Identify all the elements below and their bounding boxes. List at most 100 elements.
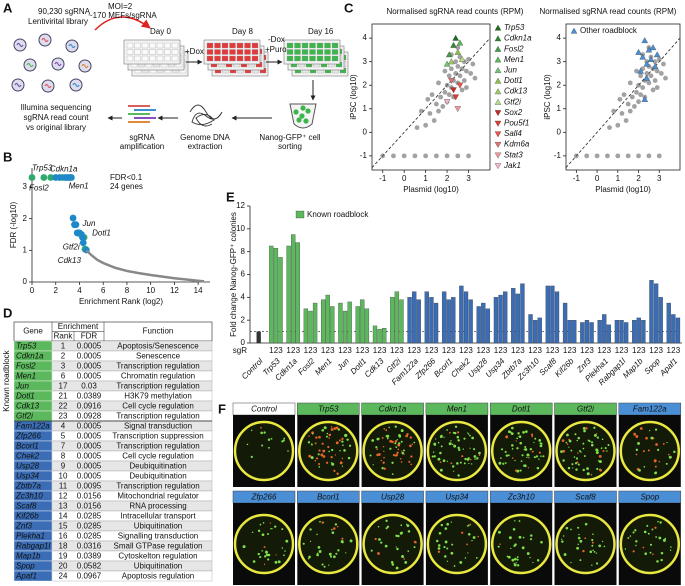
gene-label: Trp53 xyxy=(32,164,53,173)
sgrna-point xyxy=(607,125,612,131)
colony xyxy=(347,456,351,460)
colony xyxy=(453,431,457,435)
colony xyxy=(382,461,385,464)
colony xyxy=(405,434,409,438)
sgrna-point xyxy=(636,153,641,159)
colony xyxy=(505,454,509,457)
colony xyxy=(653,459,657,463)
colony xyxy=(339,449,341,452)
well xyxy=(171,55,179,62)
colony xyxy=(392,453,396,457)
colony xyxy=(635,448,639,451)
colony xyxy=(250,455,253,459)
gene-sgrna-point xyxy=(450,87,457,94)
rank: 15 xyxy=(59,522,68,531)
colony xyxy=(512,528,516,531)
y-tick-label: 0 xyxy=(363,127,368,136)
legend-label: Fosl2 xyxy=(504,44,524,53)
colony xyxy=(478,454,481,456)
well xyxy=(229,49,236,55)
plate-label: Usp28 xyxy=(381,493,405,502)
colony xyxy=(660,551,664,555)
bar xyxy=(580,322,585,344)
gene-point xyxy=(69,214,77,222)
colony xyxy=(565,526,569,530)
colony xyxy=(670,546,672,548)
fdr: 0.0005 xyxy=(77,362,102,371)
colony xyxy=(464,557,467,559)
colony xyxy=(507,430,511,434)
colony xyxy=(337,428,341,431)
colony xyxy=(511,457,514,459)
colony xyxy=(281,528,284,531)
category-label: Men1 xyxy=(313,357,334,378)
y-tick-label: 12 xyxy=(236,201,245,210)
function: Transcription suppression xyxy=(112,432,203,441)
colony xyxy=(582,427,586,430)
colony xyxy=(577,543,579,546)
gene-sgrna-point xyxy=(651,63,659,69)
plate-dish xyxy=(426,420,488,482)
colony xyxy=(570,449,573,452)
colony xyxy=(344,433,347,437)
category-label: Map1b xyxy=(621,356,645,380)
guide-number: 1 xyxy=(667,346,672,355)
gene-sgrna-point xyxy=(448,58,455,65)
colony xyxy=(281,547,284,549)
guide-number: 1 xyxy=(649,346,654,355)
gene-name: Fosl2 xyxy=(16,362,36,371)
colony xyxy=(467,432,469,434)
colony xyxy=(467,433,470,435)
well xyxy=(214,42,221,49)
colony xyxy=(274,525,277,528)
colony xyxy=(261,550,263,552)
colony xyxy=(533,441,535,444)
side-label: Known roadblock xyxy=(2,349,11,411)
colony xyxy=(318,550,322,553)
colony xyxy=(433,442,437,446)
colony xyxy=(515,562,517,564)
colony xyxy=(328,450,330,453)
rank: 24 xyxy=(59,572,68,581)
guide-number: 1 xyxy=(563,346,568,355)
colony xyxy=(437,441,440,444)
colony xyxy=(514,520,516,522)
sgrna-point xyxy=(615,153,621,159)
bar xyxy=(528,314,533,344)
bar xyxy=(572,320,577,344)
legend-marker xyxy=(494,142,502,148)
well xyxy=(251,55,259,62)
sgrna-point xyxy=(625,153,631,159)
x-tick-label: 8 xyxy=(125,286,130,295)
sgrna-point xyxy=(380,153,386,159)
virus-rna xyxy=(14,82,22,88)
library-text: 90,230 sgRNA xyxy=(38,7,91,16)
sgrna-point xyxy=(640,85,646,90)
colony xyxy=(317,453,320,456)
fdr: 0.0005 xyxy=(77,422,102,431)
colony xyxy=(635,435,639,438)
sgrna-point xyxy=(644,71,650,76)
colony xyxy=(377,552,380,555)
colony xyxy=(647,449,650,452)
colony xyxy=(263,563,266,565)
colony xyxy=(336,525,339,528)
colony xyxy=(451,443,454,445)
sorting-text: sorting xyxy=(278,142,302,151)
colony xyxy=(261,444,264,447)
colony xyxy=(473,455,477,458)
colony xyxy=(578,533,580,536)
guide-number: 2 xyxy=(412,346,417,355)
colony xyxy=(435,539,439,543)
colony xyxy=(535,455,539,458)
function: Mitochondrial regulator xyxy=(117,492,199,501)
fdr: 0.0389 xyxy=(77,392,102,401)
colony xyxy=(283,554,285,557)
guide-number: 2 xyxy=(654,346,659,355)
colony xyxy=(571,463,574,466)
colony xyxy=(242,545,246,549)
well xyxy=(126,42,134,49)
colony xyxy=(386,437,389,440)
colony xyxy=(330,462,333,464)
colony xyxy=(437,550,441,553)
